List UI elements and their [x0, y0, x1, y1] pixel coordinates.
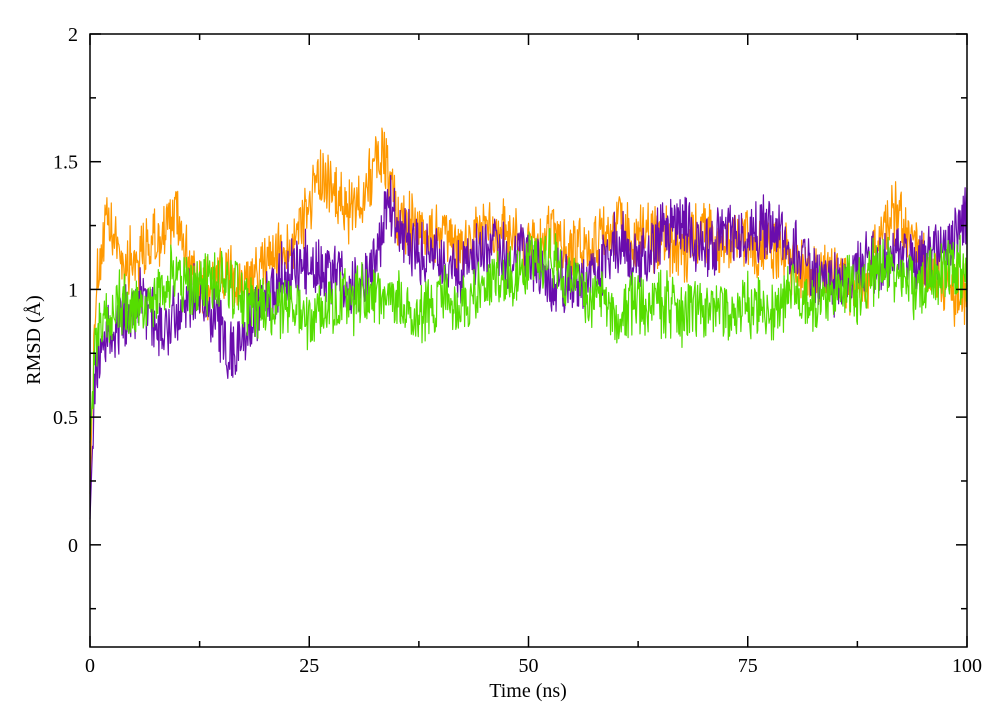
x-tick-label: 25 [299, 655, 319, 677]
series-layer [89, 127, 968, 520]
y-tick-label: 0.5 [53, 407, 78, 429]
y-tick-label: 0 [68, 535, 78, 557]
series-line-3 [89, 227, 968, 443]
x-tick-label: 50 [519, 655, 539, 677]
y-tick-label: 1 [68, 279, 78, 301]
x-tick-label: 0 [85, 655, 95, 677]
tick-layer: 0 25 50 75 100 0 0.5 1 1.5 2 [53, 24, 982, 677]
series-line-1 [89, 127, 968, 494]
plot-frame [89, 33, 968, 648]
y-tick-label: 2 [68, 24, 78, 46]
x-axis-title: Time (ns) [489, 680, 567, 702]
x-tick-label: 100 [952, 655, 982, 677]
x-tick-label: 75 [738, 655, 758, 677]
y-tick-label: 1.5 [53, 152, 78, 174]
y-axis-title: RMSD (Å) [23, 295, 45, 384]
